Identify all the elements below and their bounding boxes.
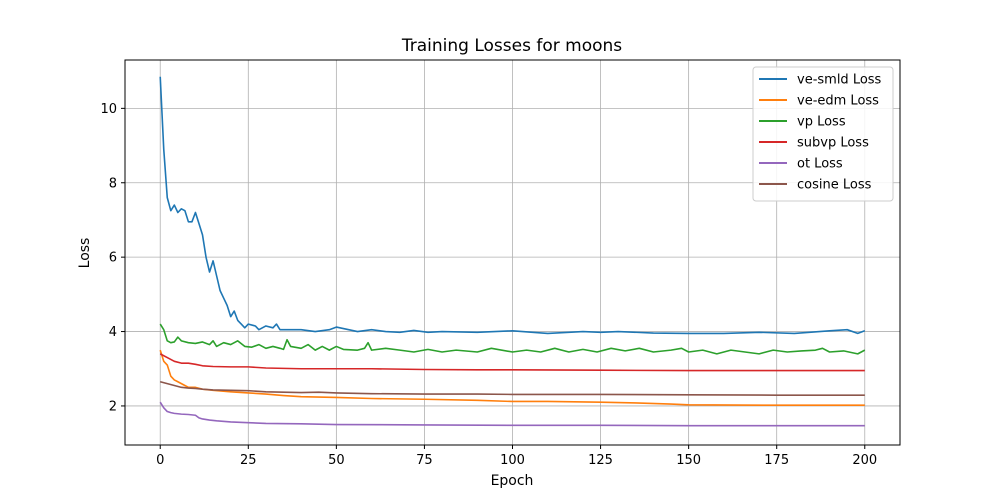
- x-tick-label: 175: [764, 453, 789, 468]
- legend-entry: ot Loss: [797, 157, 843, 172]
- legend: ve-smld Loss ve-edm Loss vp Loss subvp Loss…: [752, 66, 894, 202]
- series-line-vp-loss: [159, 323, 866, 355]
- x-tick-label: 50: [328, 453, 345, 468]
- series-layer: [159, 76, 866, 427]
- x-tick-label: 75: [416, 453, 433, 468]
- x-tick-label: 125: [588, 453, 613, 468]
- series-line-ve-smld-loss: [159, 76, 866, 335]
- legend-entry: vp Loss: [797, 115, 846, 130]
- legend-entry: ve-edm Loss: [797, 94, 879, 109]
- y-axis-label: Loss: [77, 238, 93, 269]
- x-axis-label: Epoch: [491, 473, 534, 489]
- series-line-cosine-loss: [160, 380, 865, 396]
- tick-layer: 0 25 50 75 100 125 150 175 200 2 4 6 8 10: [100, 102, 877, 468]
- y-tick-label: 10: [100, 102, 117, 117]
- legend-box: [752, 66, 894, 202]
- x-tick-label: 150: [676, 453, 701, 468]
- x-tick-label: 25: [240, 453, 257, 468]
- y-tick-label: 4: [109, 325, 117, 340]
- x-tick-label: 100: [500, 453, 525, 468]
- x-tick-label: 0: [156, 453, 164, 468]
- y-tick-label: 8: [109, 176, 117, 191]
- legend-entry: subvp Loss: [797, 136, 869, 151]
- series-line-ot-loss: [159, 401, 865, 427]
- series-line-ve-edm-loss: [159, 349, 865, 406]
- chart-title: Training Losses for moons: [401, 36, 622, 56]
- legend-entry: cosine Loss: [797, 178, 872, 193]
- y-tick-label: 2: [109, 399, 117, 414]
- legend-entry: ve-smld Loss: [797, 73, 882, 88]
- x-tick-label: 200: [852, 453, 877, 468]
- y-tick-label: 6: [109, 251, 117, 266]
- series-line-subvp-loss: [159, 353, 865, 372]
